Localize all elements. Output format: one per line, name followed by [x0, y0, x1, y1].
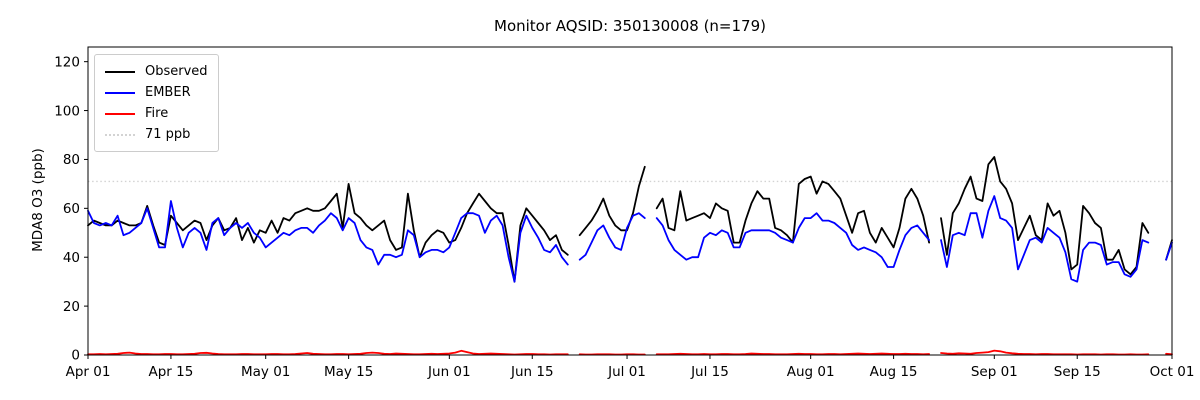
x-tick-label: Sep 15: [1054, 364, 1101, 380]
x-tick-label: Jun 01: [427, 364, 471, 380]
legend-item-71-ppb: 71 ppb: [105, 124, 208, 145]
legend-item-observed: Observed: [105, 61, 208, 82]
legend-line-sample: [105, 133, 135, 136]
legend-item-label: 71 ppb: [145, 127, 191, 142]
series-observed-line: [87, 156, 1173, 283]
x-tick-label: Sep 01: [971, 364, 1018, 380]
legend-item-label: EMBER: [145, 85, 191, 100]
x-tick-label: Jun 15: [510, 364, 554, 380]
chart-title: Monitor AQSID: 350130008 (n=179): [494, 17, 766, 35]
x-tick-label: Aug 01: [787, 364, 835, 380]
y-tick-label: 20: [63, 299, 80, 315]
legend-item-ember: EMBER: [105, 82, 208, 103]
x-tick-label: May 01: [241, 364, 290, 380]
y-tick-label: 120: [54, 54, 80, 70]
x-tick-label: Apr 15: [149, 364, 194, 380]
legend: Observed EMBER Fire 71 ppb: [94, 54, 219, 152]
y-tick-label: 40: [63, 250, 80, 266]
y-tick-label: 100: [54, 103, 80, 119]
series-ember-line: [87, 195, 1173, 283]
legend-item-label: Fire: [145, 106, 169, 121]
legend-line-sample: [105, 70, 135, 73]
x-tick-label: Jul 01: [607, 364, 646, 380]
x-tick-label: Oct 01: [1150, 364, 1195, 380]
y-tick-label: 80: [63, 152, 80, 168]
x-tick-label: Jul 15: [690, 364, 729, 380]
y-tick-label: 0: [71, 348, 80, 364]
x-tick-label: Aug 15: [870, 364, 918, 380]
series-fire-line: [87, 349, 1173, 356]
x-tick-label: Apr 01: [66, 364, 111, 380]
legend-line-sample: [105, 91, 135, 94]
legend-line-sample: [105, 112, 135, 115]
y-tick-label: 60: [63, 201, 80, 217]
plot-frame: [87, 46, 1173, 356]
legend-item-fire: Fire: [105, 103, 208, 124]
x-tick-label: May 15: [324, 364, 373, 380]
legend-item-label: Observed: [145, 64, 208, 79]
